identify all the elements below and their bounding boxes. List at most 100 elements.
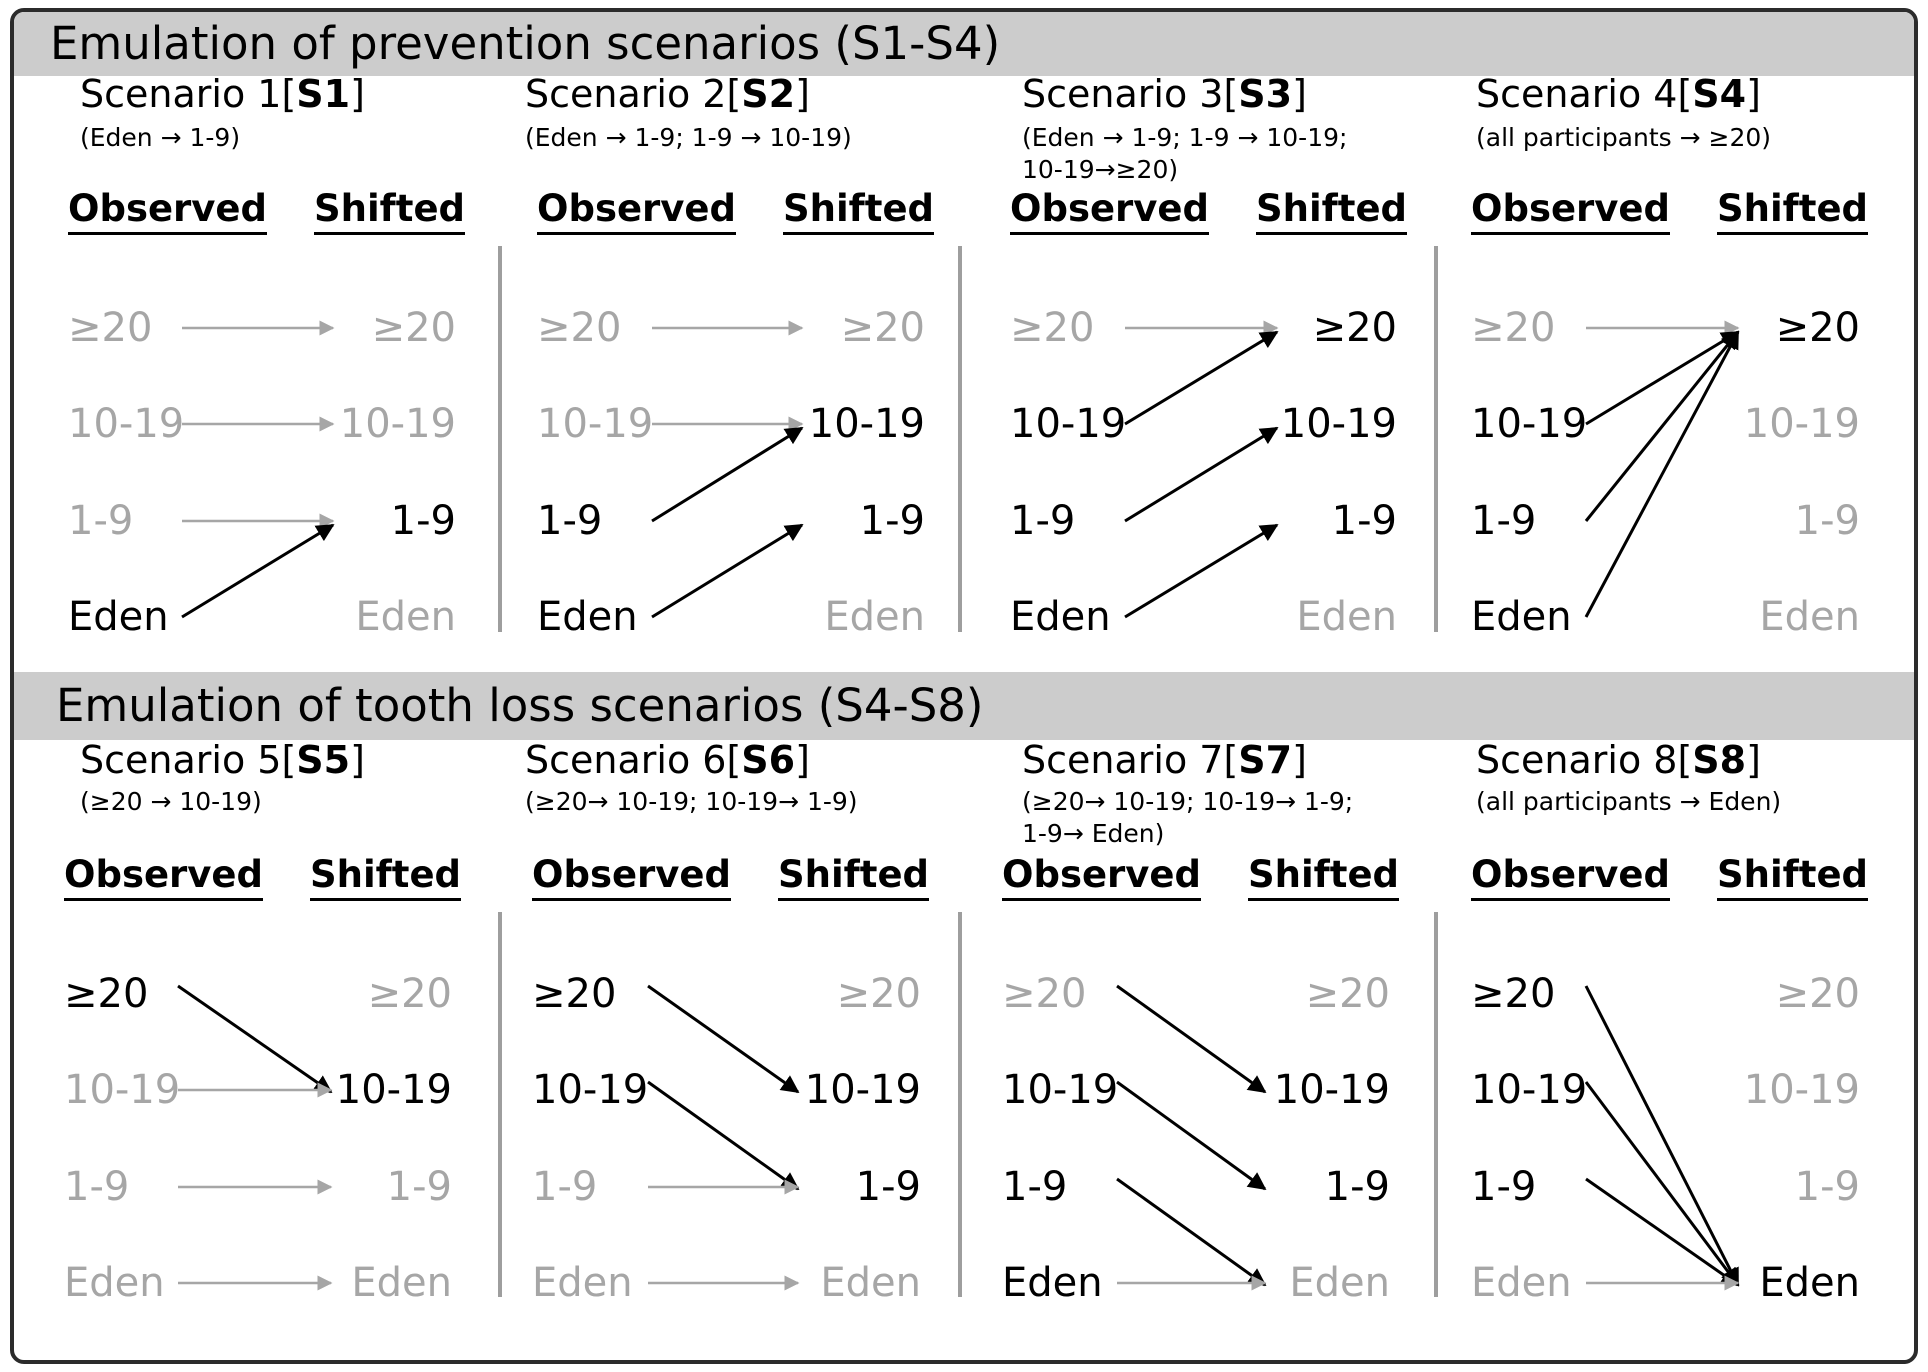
observed-header: Observed bbox=[537, 188, 737, 235]
scenario-title-text: Scenario 1[ bbox=[80, 72, 297, 116]
transition-arrow bbox=[1124, 523, 1279, 619]
section-title-tooth-loss: Emulation of tooth loss scenarios (S4-S8… bbox=[56, 679, 984, 732]
scenario-description: (all participants → ≥20) bbox=[1476, 123, 1772, 152]
transition-arrow bbox=[651, 523, 804, 619]
shifted-category: 1-9 bbox=[1324, 1164, 1390, 1210]
shifted-category: Eden bbox=[1759, 1260, 1860, 1306]
shifted-category: Eden bbox=[820, 1260, 921, 1306]
transition-arrow bbox=[1124, 330, 1279, 426]
transition-arrow bbox=[1116, 984, 1267, 1094]
observed-category: Eden bbox=[1002, 1260, 1103, 1306]
scenario-title-text: Scenario 6[ bbox=[525, 738, 742, 782]
section-title-prevention: Emulation of prevention scenarios (S1-S4… bbox=[50, 17, 1001, 70]
shifted-header: Shifted bbox=[314, 188, 466, 235]
transition-arrow bbox=[181, 523, 335, 619]
observed-header: Observed bbox=[1471, 188, 1671, 235]
observed-category: 1-9 bbox=[64, 1164, 130, 1210]
transition-arrow bbox=[1585, 1177, 1740, 1287]
observed-header: Observed bbox=[1471, 854, 1671, 901]
scenario-description: 1-9→ Eden) bbox=[1022, 819, 1165, 848]
observed-category: 10-19 bbox=[1471, 1067, 1588, 1113]
observed-category: Eden bbox=[68, 594, 169, 640]
shifted-category: ≥20 bbox=[371, 305, 456, 351]
transition-arrow bbox=[1116, 1080, 1267, 1191]
observed-category: 1-9 bbox=[537, 498, 603, 544]
column-divider bbox=[498, 912, 502, 1297]
observed-category: Eden bbox=[1471, 594, 1572, 640]
shifted-category: Eden bbox=[351, 1260, 452, 1306]
scenario-title-text: Scenario 8[ bbox=[1476, 738, 1693, 782]
scenario-title-text: Scenario 5[ bbox=[80, 738, 297, 782]
observed-category: 1-9 bbox=[1002, 1164, 1068, 1210]
column-divider bbox=[1434, 246, 1438, 632]
scenario-title: Scenario 5[S5] bbox=[80, 739, 365, 781]
observed-category: 1-9 bbox=[532, 1164, 598, 1210]
shifted-header: Shifted bbox=[310, 854, 462, 901]
scenario-title-bracket: ] bbox=[1746, 738, 1761, 782]
observed-category: 10-19 bbox=[1010, 401, 1127, 447]
shifted-category: 10-19 bbox=[808, 401, 925, 447]
scenario-description: (Eden → 1-9; 1-9 → 10-19) bbox=[525, 123, 852, 152]
scenario-title: Scenario 3[S3] bbox=[1022, 73, 1307, 115]
transition-arrow bbox=[1584, 985, 1740, 1287]
scenario-title: Scenario 8[S8] bbox=[1476, 739, 1761, 781]
shifted-category: 1-9 bbox=[859, 498, 925, 544]
observed-category: Eden bbox=[532, 1260, 633, 1306]
observed-category: 10-19 bbox=[64, 1067, 181, 1113]
observed-category: ≥20 bbox=[1471, 305, 1556, 351]
scenario-code: S2 bbox=[741, 72, 796, 116]
observed-category: 10-19 bbox=[1002, 1067, 1119, 1113]
observed-header: Observed bbox=[64, 854, 264, 901]
scenario-description: 10-19→≥20) bbox=[1022, 155, 1179, 184]
shifted-category: Eden bbox=[1289, 1260, 1390, 1306]
scenario-title: Scenario 2[S2] bbox=[525, 73, 810, 115]
observed-category: Eden bbox=[64, 1260, 165, 1306]
shifted-category: 10-19 bbox=[1743, 1067, 1860, 1113]
shifted-category: 1-9 bbox=[1331, 498, 1397, 544]
scenario-title-text: Scenario 2[ bbox=[525, 72, 742, 116]
observed-category: 1-9 bbox=[68, 498, 134, 544]
observed-category: ≥20 bbox=[64, 971, 149, 1017]
column-divider bbox=[958, 246, 962, 632]
shifted-header: Shifted bbox=[1248, 854, 1400, 901]
scenario-description: (Eden → 1-9; 1-9 → 10-19; bbox=[1022, 123, 1348, 152]
transition-arrow bbox=[1584, 330, 1740, 618]
shifted-header: Shifted bbox=[783, 188, 935, 235]
observed-category: ≥20 bbox=[68, 305, 153, 351]
scenario-title-text: Scenario 7[ bbox=[1022, 738, 1239, 782]
observed-category: 10-19 bbox=[532, 1067, 649, 1113]
scenario-title-bracket: ] bbox=[1292, 72, 1307, 116]
scenario-title-text: Scenario 4[ bbox=[1476, 72, 1693, 116]
transition-arrow bbox=[1116, 1177, 1267, 1287]
shifted-category: 1-9 bbox=[390, 498, 456, 544]
shifted-category: 10-19 bbox=[1743, 401, 1860, 447]
shifted-category: 10-19 bbox=[335, 1067, 452, 1113]
scenario-code: S3 bbox=[1238, 72, 1293, 116]
scenario-title-bracket: ] bbox=[795, 738, 810, 782]
scenario-code: S1 bbox=[296, 72, 351, 116]
shifted-category: ≥20 bbox=[1775, 305, 1860, 351]
scenario-title-bracket: ] bbox=[1292, 738, 1307, 782]
shifted-category: 1-9 bbox=[1794, 1164, 1860, 1210]
scenario-code: S7 bbox=[1238, 738, 1293, 782]
transition-arrow bbox=[1584, 330, 1740, 522]
observed-header: Observed bbox=[1002, 854, 1202, 901]
scenario-title: Scenario 6[S6] bbox=[525, 739, 810, 781]
scenario-description: (≥20→ 10-19; 10-19→ 1-9; bbox=[1022, 787, 1354, 816]
shifted-category: ≥20 bbox=[1312, 305, 1397, 351]
observed-category: ≥20 bbox=[1471, 971, 1556, 1017]
shifted-category: Eden bbox=[1759, 594, 1860, 640]
shifted-category: ≥20 bbox=[840, 305, 925, 351]
scenario-title: Scenario 1[S1] bbox=[80, 73, 365, 115]
scenario-description: (≥20→ 10-19; 10-19→ 1-9) bbox=[525, 787, 858, 816]
shifted-category: Eden bbox=[824, 594, 925, 640]
observed-header: Observed bbox=[1010, 188, 1210, 235]
column-divider bbox=[958, 912, 962, 1297]
observed-category: ≥20 bbox=[1010, 305, 1095, 351]
observed-header: Observed bbox=[68, 188, 268, 235]
observed-header: Observed bbox=[532, 854, 732, 901]
section-band-prevention: Emulation of prevention scenarios (S1-S4… bbox=[14, 12, 1914, 76]
shifted-header: Shifted bbox=[1256, 188, 1408, 235]
transition-arrow bbox=[647, 984, 800, 1094]
